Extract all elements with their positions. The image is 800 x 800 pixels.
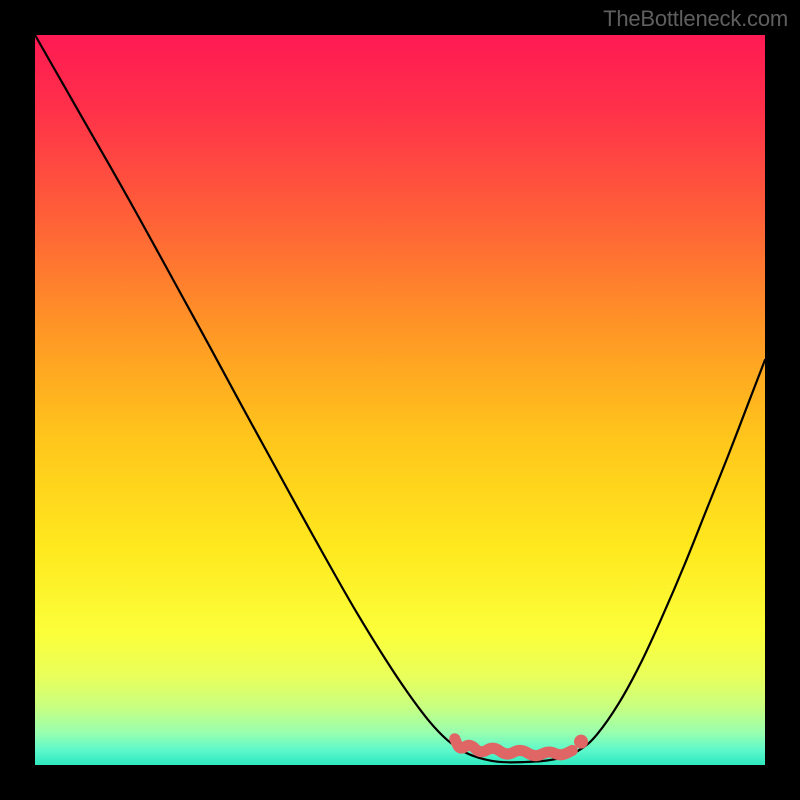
highlight-end-dot	[574, 735, 588, 749]
bottleneck-curve-chart	[0, 0, 800, 800]
chart-frame: TheBottleneck.com	[0, 0, 800, 800]
attribution-label: TheBottleneck.com	[603, 6, 788, 32]
plot-area	[35, 35, 765, 765]
